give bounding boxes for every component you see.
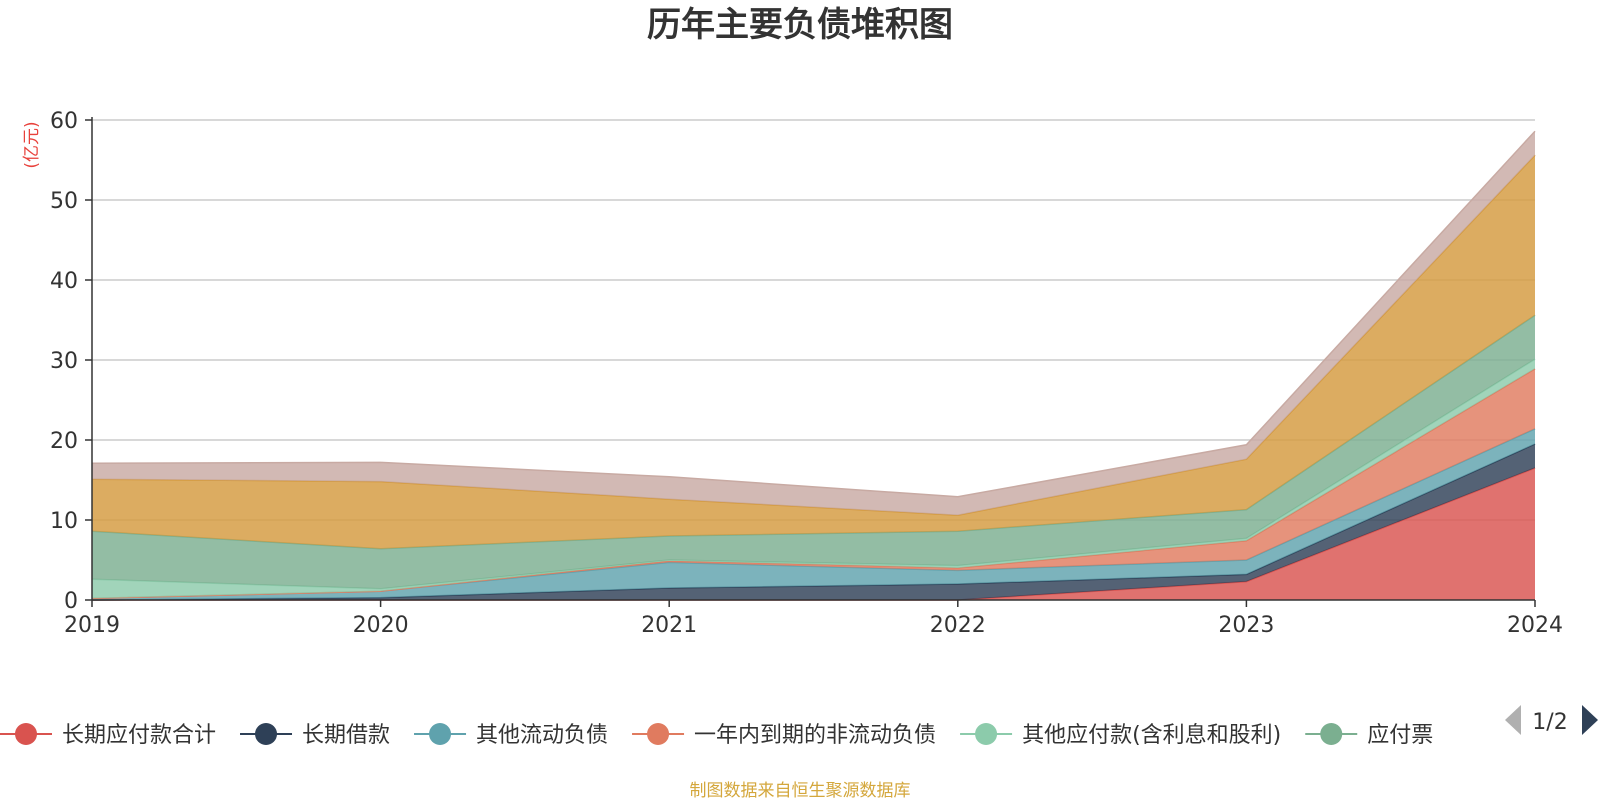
y-axis-ticks: 0 10 20 30 40 50 60	[50, 109, 92, 614]
legend-item[interactable]: 长期应付款合计	[0, 723, 216, 748]
legend-label: 长期应付款合计	[62, 723, 216, 748]
legend-label: 应付票	[1367, 723, 1433, 748]
area-series-line-7	[91, 130, 1536, 498]
y-tick-label: 60	[50, 109, 78, 134]
area-series-5[interactable]	[92, 315, 1535, 589]
legend-marker-icon	[975, 723, 998, 745]
source-note: 制图数据来自恒生聚源数据库	[690, 781, 911, 800]
legend[interactable]: 长期应付款合计 长期借款 其他流动负债 一年内到期的非流动负债 其他应付款(含利息和股利…	[0, 723, 1433, 748]
area-series-7[interactable]	[92, 131, 1535, 516]
chart-title: 历年主要负债堆积图	[647, 5, 953, 45]
legend-marker-icon	[647, 723, 670, 745]
x-axis-ticks: 2019 2020 2021 2022 2023 2024	[64, 600, 1563, 638]
y-tick-label: 0	[64, 589, 78, 614]
y-axis-unit-label: (亿元)	[22, 121, 42, 168]
area-series-line-3	[91, 368, 1536, 600]
x-tick-label: 2019	[64, 613, 120, 638]
area-series-6[interactable]	[92, 155, 1535, 549]
legend-marker-icon	[1320, 723, 1343, 745]
legend-label: 长期借款	[302, 723, 390, 748]
legend-item[interactable]: 一年内到期的非流动负债	[632, 723, 936, 748]
x-tick-label: 2024	[1507, 613, 1563, 638]
legend-marker-icon	[429, 723, 452, 745]
x-tick-label: 2021	[641, 613, 697, 638]
x-tick-label: 2020	[353, 613, 409, 638]
legend-next-page-icon[interactable]	[1582, 705, 1598, 735]
legend-item[interactable]: 其他应付款(含利息和股利)	[960, 723, 1281, 748]
x-tick-label: 2022	[930, 613, 986, 638]
y-tick-label: 30	[50, 349, 78, 374]
legend-item[interactable]: 长期借款	[240, 723, 390, 748]
legend-label: 一年内到期的非流动负债	[694, 723, 936, 748]
legend-label: 其他应付款(含利息和股利)	[1022, 723, 1281, 748]
legend-marker-icon	[15, 723, 37, 745]
y-tick-label: 10	[50, 509, 78, 534]
legend-items: 长期应付款合计 长期借款 其他流动负债 一年内到期的非流动负债 其他应付款(含利息和股利…	[0, 723, 1433, 748]
legend-item[interactable]: 应付票	[1305, 723, 1433, 748]
legend-marker-icon	[255, 723, 278, 745]
x-tick-label: 2023	[1218, 613, 1274, 638]
y-tick-label: 40	[50, 269, 78, 294]
y-tick-label: 20	[50, 429, 78, 454]
legend-label: 其他流动负债	[476, 723, 608, 748]
area-series-0[interactable]	[92, 468, 1535, 600]
legend-prev-page-icon[interactable]	[1505, 705, 1521, 735]
legend-pager[interactable]: 1/2	[1505, 705, 1598, 735]
y-tick-label: 50	[50, 189, 78, 214]
legend-item[interactable]: 其他流动负债	[414, 723, 608, 748]
legend-page-indicator: 1/2	[1532, 710, 1567, 735]
area-series-group	[91, 130, 1536, 601]
